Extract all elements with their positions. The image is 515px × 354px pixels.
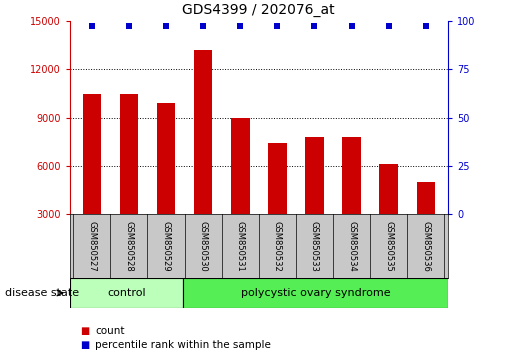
Bar xyxy=(194,50,212,214)
Text: polycystic ovary syndrome: polycystic ovary syndrome xyxy=(241,288,390,298)
Text: ■: ■ xyxy=(80,340,89,350)
Text: GSM850530: GSM850530 xyxy=(199,221,208,272)
Text: ■: ■ xyxy=(80,326,89,336)
Point xyxy=(88,23,96,29)
Bar xyxy=(380,164,398,214)
Bar xyxy=(183,278,448,308)
Bar xyxy=(157,103,175,214)
Title: GDS4399 / 202076_at: GDS4399 / 202076_at xyxy=(182,4,335,17)
Text: GSM850529: GSM850529 xyxy=(162,221,170,272)
Bar xyxy=(417,182,435,214)
Text: count: count xyxy=(95,326,125,336)
Point xyxy=(236,23,244,29)
Text: GSM850531: GSM850531 xyxy=(236,221,245,272)
Text: GSM850534: GSM850534 xyxy=(347,221,356,272)
Point xyxy=(348,23,356,29)
Bar xyxy=(119,93,138,214)
Bar xyxy=(231,118,249,214)
Point xyxy=(199,23,207,29)
Text: disease state: disease state xyxy=(5,288,79,298)
Text: GSM850527: GSM850527 xyxy=(87,221,96,272)
Text: GSM850528: GSM850528 xyxy=(125,221,133,272)
Text: GSM850535: GSM850535 xyxy=(384,221,393,272)
Text: control: control xyxy=(107,288,146,298)
Point xyxy=(125,23,133,29)
Bar xyxy=(305,137,324,214)
Text: GSM850533: GSM850533 xyxy=(310,221,319,272)
Bar xyxy=(70,278,183,308)
Bar xyxy=(82,93,101,214)
Text: GSM850536: GSM850536 xyxy=(421,221,431,272)
Point xyxy=(273,23,282,29)
Text: GSM850532: GSM850532 xyxy=(273,221,282,272)
Bar xyxy=(342,137,361,214)
Text: percentile rank within the sample: percentile rank within the sample xyxy=(95,340,271,350)
Point xyxy=(162,23,170,29)
Point xyxy=(311,23,319,29)
Point xyxy=(422,23,430,29)
Point xyxy=(385,23,393,29)
Bar xyxy=(268,143,287,214)
